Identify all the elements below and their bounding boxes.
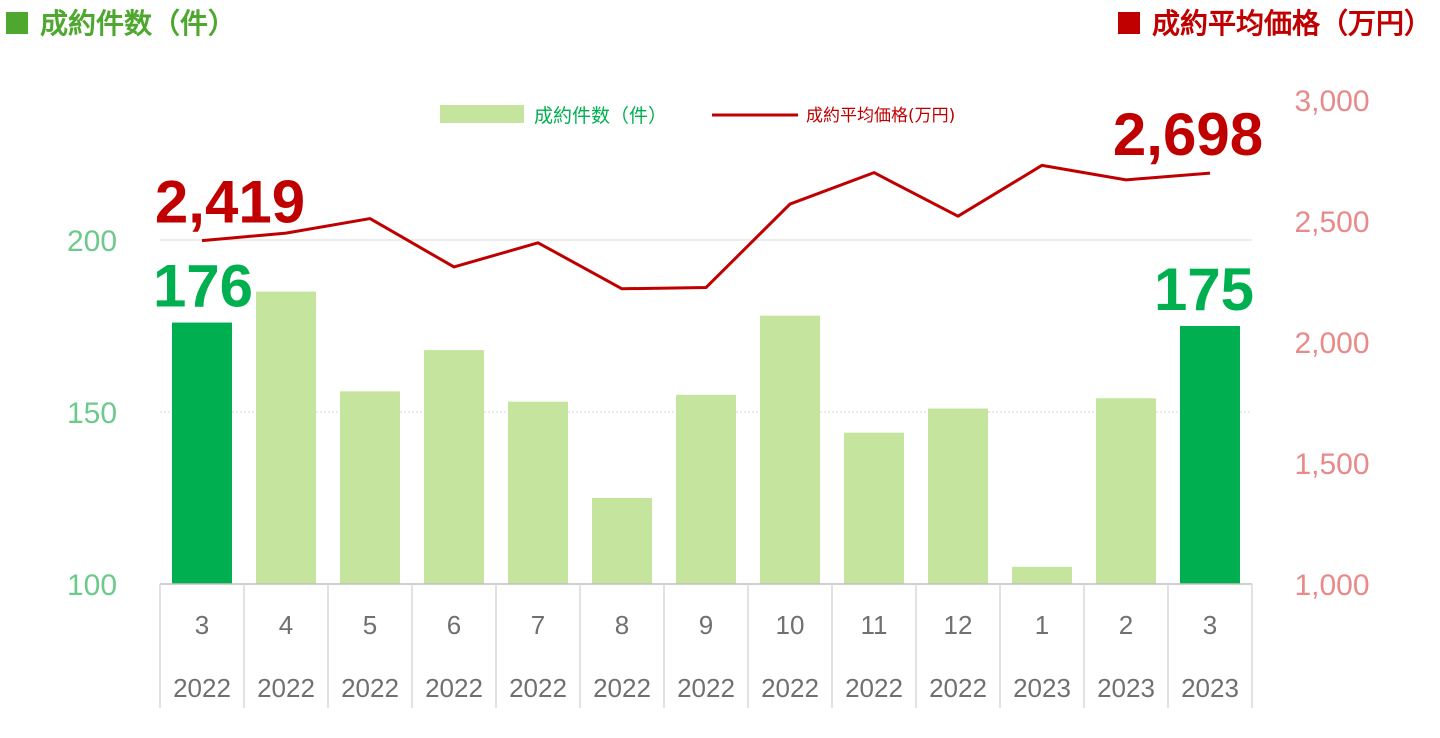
month-label: 9	[699, 610, 713, 640]
right-axis-title: 成約平均価格（万円）	[1117, 2, 1432, 42]
right-tick-label: 3,000	[1294, 85, 1369, 118]
bar	[340, 391, 400, 584]
left-axis-title: 成約件数（件）	[6, 2, 236, 42]
bar	[1096, 398, 1156, 584]
right-tick-label: 1,500	[1294, 448, 1369, 481]
data-label: 176	[153, 253, 253, 320]
month-label: 3	[1203, 610, 1217, 640]
year-label: 2022	[257, 673, 315, 703]
month-label: 3	[195, 610, 209, 640]
right-axis: 1,000 1,500 2,000 2,500 3,000	[1294, 85, 1369, 602]
month-label: 12	[944, 610, 973, 640]
year-label: 2022	[593, 673, 651, 703]
year-label: 2022	[509, 673, 567, 703]
right-axis-title-text: 成約平均価格（万円）	[1151, 7, 1432, 40]
legend-bar-swatch	[440, 105, 524, 123]
year-label: 2022	[341, 673, 399, 703]
year-label: 2022	[761, 673, 819, 703]
left-tick-label: 100	[67, 569, 117, 602]
red-square-icon	[1117, 12, 1140, 34]
gridlines	[160, 239, 1252, 413]
legend: 成約件数（件） 成約平均価格(万円)	[440, 105, 955, 127]
right-tick-label: 1,000	[1294, 569, 1369, 602]
left-axis: 100 150 200	[67, 225, 117, 602]
bar	[424, 350, 484, 584]
data-label: 2,419	[155, 169, 305, 236]
left-tick-label: 150	[67, 397, 117, 430]
right-tick-label: 2,000	[1294, 327, 1369, 360]
data-labels: 176 175 2,419 2,698	[153, 101, 1263, 323]
bar	[592, 498, 652, 584]
month-label: 5	[363, 610, 377, 640]
data-label: 2,698	[1113, 101, 1263, 168]
right-tick-label: 2,500	[1294, 206, 1369, 239]
data-label: 175	[1154, 256, 1254, 323]
bar	[1180, 326, 1240, 584]
bar	[256, 291, 316, 584]
bar	[844, 432, 904, 584]
green-square-icon	[6, 12, 28, 34]
bar	[508, 401, 568, 584]
year-label: 2023	[1097, 673, 1155, 703]
year-label: 2022	[929, 673, 987, 703]
month-label: 2	[1119, 610, 1133, 640]
month-label: 1	[1035, 610, 1049, 640]
month-label: 11	[861, 610, 888, 640]
line-series	[201, 163, 1211, 291]
year-label: 2022	[845, 673, 903, 703]
left-axis-title-text: 成約件数（件）	[40, 7, 237, 40]
bar-series	[172, 291, 1240, 584]
bar	[928, 408, 988, 584]
bar	[760, 315, 820, 584]
year-label: 2022	[173, 673, 231, 703]
month-label: 7	[531, 610, 545, 640]
left-tick-label: 200	[67, 225, 117, 258]
bar	[1012, 566, 1072, 584]
legend-line-label: 成約平均価格(万円)	[806, 106, 955, 126]
month-label: 8	[615, 610, 629, 640]
month-label: 6	[447, 610, 461, 640]
category-table: 3 2022 4 2022 5 2022 6 2022 7 2022 8 2022 9 2022 10 202…	[159, 583, 1253, 708]
year-label: 2023	[1013, 673, 1071, 703]
bar	[172, 322, 232, 584]
month-label: 10	[776, 610, 805, 640]
year-label: 2022	[677, 673, 735, 703]
year-label: 2022	[425, 673, 483, 703]
month-label: 4	[279, 610, 293, 640]
year-label: 2023	[1181, 673, 1239, 703]
legend-bar-label: 成約件数（件）	[534, 105, 667, 127]
price-line	[201, 163, 1211, 291]
bar	[676, 394, 736, 584]
